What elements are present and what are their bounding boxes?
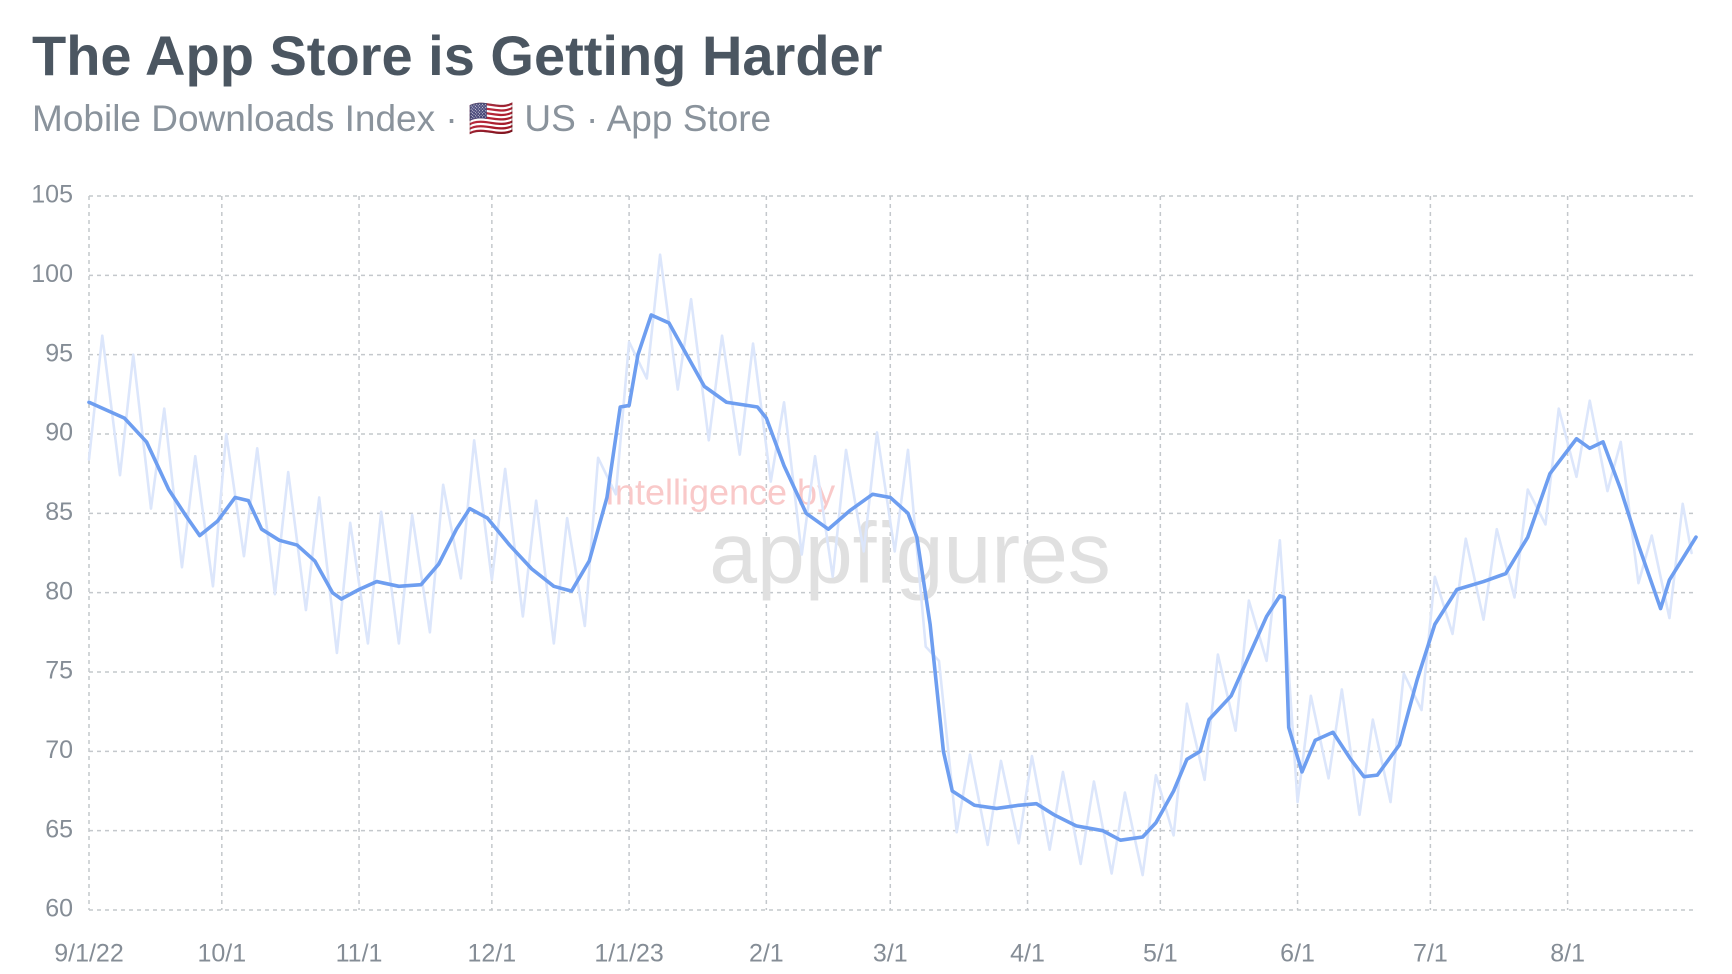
plot-area [87, 253, 1698, 877]
data-line [87, 313, 1698, 842]
x-tick-label: 3/1 [873, 940, 908, 968]
y-tick-label: 100 [31, 260, 73, 288]
x-tick-label: 5/1 [1143, 940, 1178, 968]
x-tick-label: 7/1 [1413, 940, 1448, 968]
x-tick-label: 2/1 [749, 940, 784, 968]
data-line [87, 253, 1693, 877]
x-tick-label: 11/1 [336, 940, 383, 968]
x-tick-label: 12/1 [468, 940, 517, 968]
y-tick-label: 80 [45, 577, 73, 605]
x-tick-label: 4/1 [1010, 940, 1045, 968]
x-tick-label: 1/1/23 [594, 940, 664, 968]
y-tick-label: 65 [45, 815, 73, 843]
chart-title: The App Store is Getting Harder [32, 24, 882, 87]
x-tick-label: 9/1/22 [54, 940, 124, 968]
y-tick-label: 105 [31, 181, 73, 209]
y-tick-label: 95 [45, 339, 73, 367]
y-tick-label: 75 [45, 657, 73, 685]
chart-subtitle: Mobile Downloads Index · 🇺🇸 US · App Sto… [32, 98, 771, 139]
x-tick-label: 10/1 [197, 940, 246, 968]
x-tick-label: 8/1 [1550, 940, 1585, 968]
y-tick-label: 60 [45, 895, 73, 923]
x-tick-label: 6/1 [1280, 940, 1315, 968]
y-tick-label: 70 [45, 736, 73, 764]
y-tick-label: 90 [45, 419, 73, 447]
y-tick-label: 85 [45, 498, 73, 526]
